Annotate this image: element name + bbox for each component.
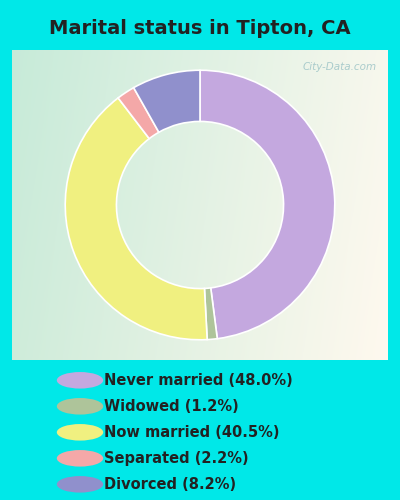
Text: City-Data.com: City-Data.com xyxy=(302,62,377,72)
Text: Marital status in Tipton, CA: Marital status in Tipton, CA xyxy=(49,20,351,38)
Text: Widowed (1.2%): Widowed (1.2%) xyxy=(104,399,239,414)
Circle shape xyxy=(57,476,103,492)
Circle shape xyxy=(57,398,103,414)
Wedge shape xyxy=(200,70,335,338)
Circle shape xyxy=(57,424,103,440)
Circle shape xyxy=(57,450,103,466)
Wedge shape xyxy=(204,288,217,340)
Text: Now married (40.5%): Now married (40.5%) xyxy=(104,425,280,440)
Wedge shape xyxy=(118,88,159,138)
Text: Separated (2.2%): Separated (2.2%) xyxy=(104,451,249,466)
Wedge shape xyxy=(65,98,207,340)
Wedge shape xyxy=(134,70,200,132)
Circle shape xyxy=(57,372,103,388)
Text: Divorced (8.2%): Divorced (8.2%) xyxy=(104,477,236,492)
Text: Never married (48.0%): Never married (48.0%) xyxy=(104,373,293,388)
